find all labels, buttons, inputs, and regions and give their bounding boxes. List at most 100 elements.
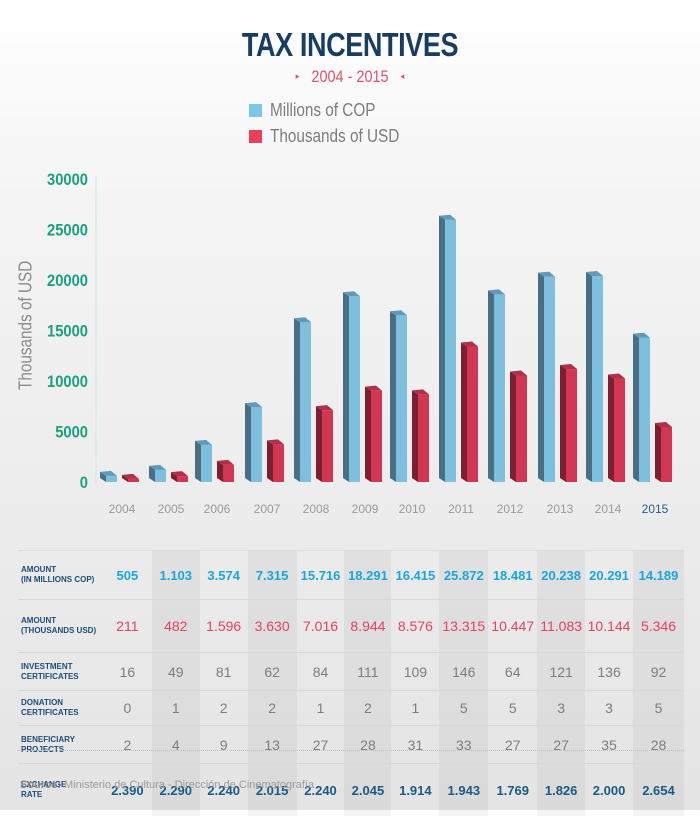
table-cell: 27 (537, 726, 586, 763)
y-tick-label: 15000 (47, 322, 88, 341)
legend-label-usd: Thousands of USD (270, 126, 400, 146)
table-cell: 5 (439, 691, 489, 725)
bar-usd-2004 (122, 473, 139, 482)
x-tick-label: 2007 (254, 502, 281, 516)
date-range-subtitle: ▸ 2004 - 2015 ◂ (53, 67, 648, 87)
bar-usd-2006 (217, 459, 234, 482)
bar-cop-2011 (439, 214, 456, 482)
source-text: Ministerio de Cultura - Dirección de Cin… (60, 779, 315, 791)
table-cell: 2.240 (304, 782, 337, 798)
bar-usd-2011 (461, 341, 478, 482)
row-label: INVESTMENT CERTIFICATES (21, 661, 79, 681)
y-tick-label: 0 (80, 473, 88, 492)
x-tick-label: 2005 (158, 502, 185, 516)
bar-cop-2005 (149, 464, 166, 482)
table-cell: 1.769 (496, 782, 529, 798)
table-cell: 5 (508, 700, 517, 716)
bar-cop-2010 (390, 310, 407, 482)
x-tick-label: 2013 (547, 502, 574, 516)
table-cell: 13 (247, 726, 297, 763)
table-cell: 1.943 (439, 764, 489, 816)
legend-swatch-cop (249, 104, 262, 117)
bar-usd-2008 (316, 405, 333, 482)
table-cell: 14.189 (633, 551, 684, 599)
bar-cop-2012 (488, 289, 505, 482)
x-tick-label: 2014 (595, 502, 622, 516)
table-cell: 1 (316, 700, 325, 716)
y-tick-label: 5000 (55, 423, 88, 442)
table-cell: 27 (504, 736, 521, 753)
table-row: BENEFICIARY PROJECTS 2 4 9 13 27 28 31 33 27 27 35 2… (18, 725, 684, 763)
table-cell: 136 (597, 663, 621, 680)
table-cell: 2.654 (633, 764, 684, 816)
bar-usd-2010 (412, 389, 429, 482)
table-cell: 49 (151, 653, 200, 690)
table-cell: 482 (151, 600, 200, 652)
y-tick-label: 25000 (47, 221, 88, 240)
table-cell: 2.390 (111, 782, 144, 798)
table-cell: 3.574 (207, 567, 240, 583)
table-cell: 10.144 (587, 618, 631, 634)
table-cell: 2 (219, 700, 228, 716)
bar-chart: 0 5000 10000 15000 20000 25000 30000 2004 2005 20… (47, 170, 672, 516)
table-cell: 1.826 (537, 764, 586, 816)
table-cell: 2.015 (247, 764, 297, 816)
bar-usd-2007 (267, 439, 284, 482)
table-cell: 16.415 (395, 567, 436, 583)
bar-cop-2007 (245, 402, 262, 482)
table-cell: 8.576 (397, 618, 433, 634)
table-cell: 4 (151, 726, 200, 763)
table-cell: 10.447 (491, 618, 535, 634)
table-cell: 146 (439, 653, 489, 690)
legend-item-usd: Thousands of USD (249, 125, 422, 148)
table-cell: 0 (123, 700, 132, 716)
table-cell: 1 (151, 691, 200, 725)
legend-item-cop: Millions of COP (249, 99, 422, 122)
table-row: EXCHANGE RATE 2.390 2.290 2.240 2.015 2.240 2.… (18, 763, 684, 816)
table-cell: 1.914 (399, 782, 432, 798)
y-tick-label: 10000 (47, 372, 88, 391)
table-cell: 5.346 (633, 600, 684, 652)
table-cell: 211 (116, 618, 139, 634)
bar-usd-2005 (171, 471, 188, 482)
table-cell: 9 (219, 736, 228, 753)
row-label: AMOUNT (IN MILLIONS COP) (21, 565, 95, 584)
bar-cop-2013 (538, 271, 555, 482)
table-cell: 121 (537, 653, 586, 690)
table-cell: 15.716 (300, 567, 341, 583)
x-tick-label: 2012 (497, 502, 524, 516)
x-tick-label: 2008 (303, 502, 330, 516)
row-label: AMOUNT (THOUSANDS USD) (21, 616, 97, 635)
table-cell: 3 (605, 700, 613, 716)
table-cell: 505 (116, 567, 139, 583)
bar-cop-2009 (343, 291, 360, 482)
table-row: DONATION CERTIFICATES 0 1 2 2 1 2 1 5 5 3 3 5 (18, 690, 684, 725)
row-label: EXCHANGE RATE (21, 780, 67, 799)
bar-cop-2014 (586, 271, 603, 482)
table-cell: 2 (123, 736, 132, 753)
bar-cop-2015 (633, 332, 650, 482)
table-cell: 111 (344, 653, 392, 690)
legend-label-cop: Millions of COP (270, 100, 376, 120)
table-cell: 2.290 (151, 764, 200, 816)
table-cell: 62 (247, 653, 297, 690)
chart-legend: Millions of COP Thousands of USD (249, 99, 422, 151)
bar-cop-2008 (294, 317, 311, 482)
table-bottom-divider (18, 750, 684, 751)
source-note: Source: Ministerio de Cultura - Direcció… (20, 779, 314, 791)
table-cell: 5 (633, 691, 684, 725)
bar-usd-2013 (560, 364, 577, 482)
bar-usd-2009 (365, 385, 382, 482)
legend-swatch-usd (249, 130, 262, 143)
table-row: AMOUNT (IN MILLIONS COP) 505 1.103 3.574 7.3… (18, 550, 684, 599)
bar-usd-2014 (608, 373, 625, 482)
table-cell: 28 (633, 726, 684, 763)
arrow-left-icon: ◂ (400, 71, 405, 81)
table-cell: 33 (439, 726, 489, 763)
table-cell: 3 (537, 691, 586, 725)
data-table: AMOUNT (IN MILLIONS COP) 505 1.103 3.574 7.3… (18, 550, 684, 816)
x-tick-label: 2004 (109, 502, 136, 516)
bar-usd-2015 (655, 422, 672, 482)
table-cell: 25.872 (439, 551, 489, 599)
table-cell: 11.083 (537, 600, 586, 652)
